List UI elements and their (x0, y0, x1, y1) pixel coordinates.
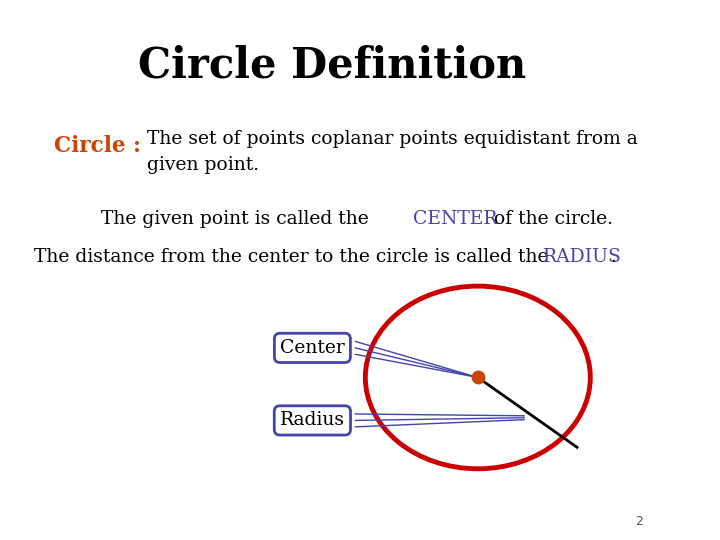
Text: Center: Center (280, 339, 345, 357)
Text: Radius: Radius (280, 411, 345, 429)
Text: 2: 2 (635, 515, 643, 528)
Text: Circle :: Circle : (54, 136, 141, 158)
Text: of the circle.: of the circle. (487, 210, 613, 228)
Text: Circle Definition: Circle Definition (138, 45, 526, 87)
Text: The set of points coplanar points equidistant from a
given point.: The set of points coplanar points equidi… (147, 130, 638, 174)
Text: The given point is called the: The given point is called the (101, 210, 374, 228)
Text: The distance from the center to the circle is called the: The distance from the center to the circ… (35, 247, 555, 266)
Text: RADIUS: RADIUS (543, 247, 621, 266)
Point (472, 373, 484, 382)
Text: CENTER: CENTER (413, 210, 498, 228)
Text: .: . (610, 247, 616, 266)
